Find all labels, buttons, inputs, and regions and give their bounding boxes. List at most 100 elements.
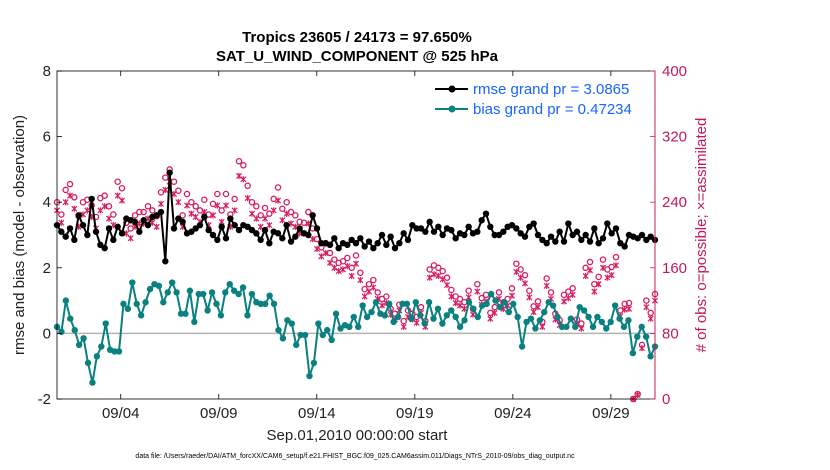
bias-point: [576, 303, 583, 311]
rmse-point: [331, 235, 338, 242]
obs-possible-point: [599, 256, 607, 263]
bias-point: [182, 310, 189, 317]
obs-possible-point: [244, 182, 251, 190]
bias-point: [580, 307, 588, 314]
chart-title-line1: Tropics 23605 / 24173 = 97.650%: [242, 29, 472, 46]
rmse-point: [88, 195, 95, 203]
obs-assimilated-point: [361, 293, 368, 300]
rmse-point: [439, 231, 446, 239]
rmse-point: [370, 244, 377, 252]
bias-point: [572, 323, 579, 331]
bias-point: [102, 320, 109, 327]
obs-assimilated-point: [530, 308, 537, 316]
rmse-point: [573, 228, 581, 235]
rmse-point: [422, 228, 429, 235]
rmse-point: [235, 226, 243, 234]
obs-assimilated-point: [274, 197, 282, 204]
rmse-point: [513, 225, 520, 232]
obs-possible-point: [365, 280, 373, 288]
rmse-point: [92, 228, 100, 235]
obs-assimilated-point: [539, 323, 546, 330]
rmse-point: [448, 226, 455, 234]
rmse-point: [261, 226, 269, 234]
rmse-point: [526, 223, 533, 230]
obs-possible-point: [526, 287, 533, 295]
bias-point: [483, 300, 490, 308]
rmse-point: [374, 240, 381, 247]
obs-assimilated-point: [625, 305, 633, 312]
bias-point: [443, 312, 451, 319]
rmse-point: [292, 233, 299, 240]
obs-possible-point: [456, 295, 464, 303]
obs-assimilated-point: [443, 281, 451, 289]
obs-assimilated-point: [279, 217, 286, 224]
rmse-point: [638, 231, 646, 239]
rmse-point: [478, 217, 485, 224]
obs-possible-point: [279, 205, 286, 213]
rmse-point: [157, 208, 165, 216]
obs-possible-point: [110, 211, 117, 218]
obs-assimilated-point: [534, 304, 542, 311]
obs-possible-point: [270, 195, 277, 203]
bias-point: [390, 318, 397, 326]
obs-possible-point: [101, 192, 108, 199]
bias-point: [111, 348, 118, 355]
obs-assimilated-point: [157, 200, 165, 207]
obs-possible-point: [253, 203, 260, 210]
y-tick-label: 8: [43, 63, 51, 80]
obs-assimilated-point: [487, 315, 494, 322]
bias-point: [585, 313, 592, 321]
bias-point: [257, 300, 264, 308]
bias-point: [177, 310, 185, 317]
bias-point: [319, 331, 326, 339]
legend-bias-marker: [448, 105, 456, 113]
obs-assimilated-point: [521, 280, 529, 287]
obs-possible-point: [326, 249, 334, 257]
obs-possible-point: [608, 263, 615, 271]
bias-point: [80, 335, 87, 342]
rmse-point: [175, 215, 182, 222]
bias-point: [195, 290, 202, 298]
rmse-point: [222, 235, 230, 242]
bias-point: [164, 289, 171, 296]
obs-assimilated-point: [101, 203, 108, 210]
bias-point: [98, 343, 105, 350]
rmse-point: [461, 231, 468, 239]
obs-assimilated-point: [66, 192, 74, 199]
obs-assimilated-point: [188, 210, 195, 217]
obs-possible-point: [214, 190, 221, 198]
rmse-point: [214, 236, 221, 244]
rmse-point: [101, 244, 108, 252]
obs-possible-point: [183, 190, 191, 198]
obs-possible-point: [144, 203, 152, 210]
bias-point: [368, 308, 375, 316]
rmse-point: [326, 241, 334, 249]
y2-axis-label: # of obs: o=possible; ×=assimilated: [693, 118, 710, 353]
bias-point: [492, 297, 499, 304]
obs-possible-point: [591, 280, 598, 288]
bias-point: [213, 300, 220, 308]
bias-point: [448, 307, 455, 314]
obs-possible-point: [643, 297, 650, 304]
bias-point: [168, 279, 176, 286]
legend-rmse-marker: [448, 85, 456, 93]
obs-possible-point: [417, 303, 425, 311]
rmse-point: [335, 244, 342, 252]
obs-assimilated-point: [643, 304, 650, 311]
rmse-point: [179, 218, 186, 226]
bias-point: [75, 341, 83, 349]
obs-assimilated-point: [253, 215, 260, 222]
bias-point: [288, 320, 295, 327]
obs-assimilated-point: [517, 274, 524, 281]
bias-point: [155, 282, 163, 290]
bias-point: [412, 299, 419, 306]
bias-point: [359, 302, 366, 309]
y-axis-label: rmse and bias (model - observation): [11, 115, 28, 355]
bias-point: [208, 289, 216, 296]
obs-assimilated-point: [318, 253, 325, 260]
obs-assimilated-point: [352, 260, 360, 267]
obs-assimilated-point: [214, 202, 221, 209]
obs-assimilated-point: [439, 276, 446, 283]
obs-assimilated-point: [309, 236, 316, 243]
